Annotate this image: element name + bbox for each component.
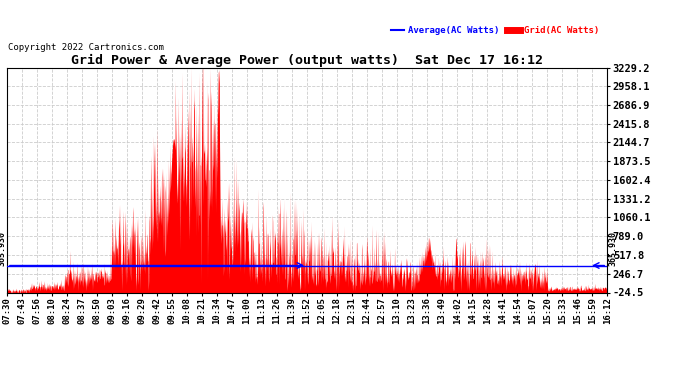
Text: 365.930: 365.930 [609, 231, 618, 266]
Text: Copyright 2022 Cartronics.com: Copyright 2022 Cartronics.com [8, 43, 164, 52]
Legend: Average(AC Watts), Grid(AC Watts): Average(AC Watts), Grid(AC Watts) [387, 22, 602, 39]
Title: Grid Power & Average Power (output watts)  Sat Dec 17 16:12: Grid Power & Average Power (output watts… [71, 54, 543, 68]
Text: 365.930: 365.930 [0, 231, 7, 266]
